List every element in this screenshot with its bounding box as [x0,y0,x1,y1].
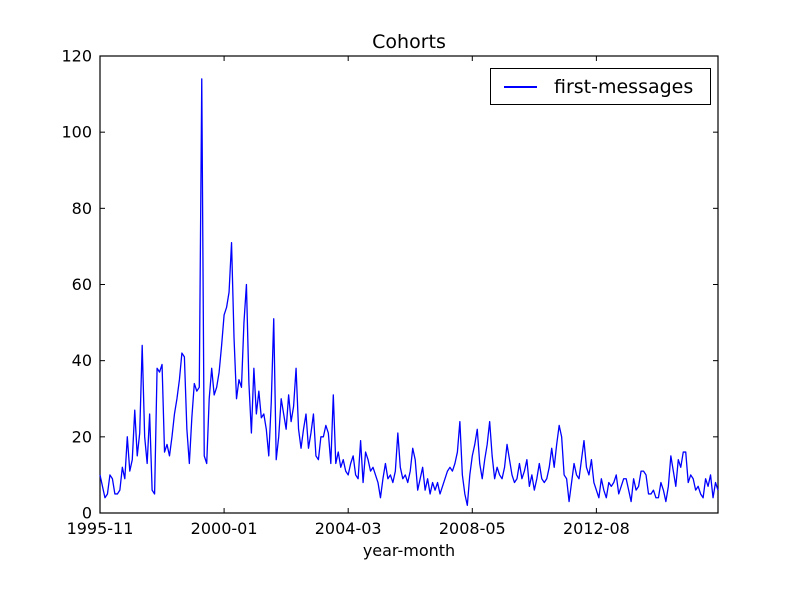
legend-line-sample-icon [504,85,537,88]
x-axis-label: year-month [362,541,456,560]
y-tick-label: 40 [72,351,92,370]
y-tick-label: 60 [72,275,92,294]
legend: first-messages [490,68,711,105]
y-tick-label: 0 [82,504,92,523]
y-tick-label: 120 [61,47,92,66]
x-tick-label: 2012-08 [563,519,630,538]
legend-label: first-messages [554,75,694,98]
x-tick-label: 2004-03 [315,519,382,538]
y-tick-label: 80 [72,199,92,218]
y-tick-label: 20 [72,427,92,446]
axes-frame [99,55,719,514]
chart-title: Cohorts [372,31,446,53]
x-tick-label: 1995-11 [67,519,134,538]
x-tick-label: 2008-05 [439,519,506,538]
x-tick-label: 2000-01 [191,519,258,538]
data-line-first-messages [99,78,719,507]
y-tick-label: 100 [61,123,92,142]
